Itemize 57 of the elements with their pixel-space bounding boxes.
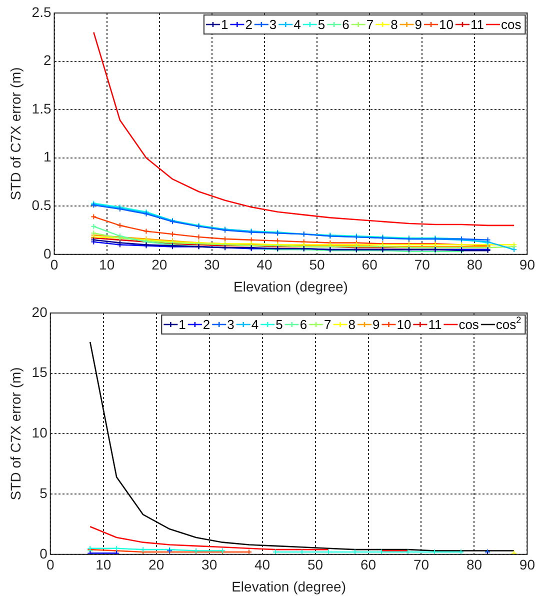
y-tick-label: 1 <box>43 148 52 165</box>
x-tick-label: 20 <box>152 256 168 273</box>
x-tick-label: 30 <box>204 256 220 273</box>
x-tick-label: 10 <box>99 256 115 273</box>
x-tick-label: 50 <box>309 256 326 273</box>
legend-label: 1 <box>178 317 186 332</box>
y-tick-label: 20 <box>32 304 48 320</box>
x-axis-title: Elevation (degree) <box>234 278 348 294</box>
x-tick-label: 90 <box>519 256 536 273</box>
legend-label: 2 <box>245 17 252 32</box>
y-tick-label: 1.5 <box>32 100 52 116</box>
legend-label: 4 <box>294 17 301 32</box>
legend-label: 9 <box>372 317 380 332</box>
x-tick-label: 80 <box>466 256 483 273</box>
legend-label: 3 <box>227 317 234 332</box>
legend-label: 1 <box>220 17 228 32</box>
x-tick-label: 20 <box>148 556 164 573</box>
legend-label: 4 <box>251 317 259 332</box>
legend-label: 3 <box>269 17 277 32</box>
y-tick-label: 2.5 <box>32 4 52 20</box>
y-tick-label: 0.5 <box>32 196 52 213</box>
legend-label: 8 <box>390 17 398 32</box>
x-tick-label: 90 <box>519 556 536 573</box>
legend-label: 7 <box>366 17 374 32</box>
x-tick-label: 80 <box>466 556 482 573</box>
x-tick-label: 60 <box>362 256 378 273</box>
y-axis-title: STD of C7X error (m) <box>7 367 24 500</box>
legend-label: 11 <box>470 17 484 32</box>
legend-label: 5 <box>318 17 326 32</box>
legend-label: 10 <box>396 317 412 332</box>
y-tick-label: 5 <box>40 484 48 501</box>
legend-label: 11 <box>428 317 442 332</box>
x-tick-label: 30 <box>202 556 218 573</box>
legend-label: 6 <box>300 317 308 332</box>
x-tick-label: 10 <box>96 556 112 573</box>
y-tick-label: 2 <box>43 52 52 68</box>
x-tick-label: 70 <box>414 256 430 273</box>
y-tick-label: 0 <box>43 245 52 262</box>
x-tick-label: 50 <box>307 556 324 573</box>
legend-label: 6 <box>342 17 350 32</box>
legend-label: 7 <box>324 317 332 332</box>
legend-label: 2 <box>202 317 210 332</box>
x-axis-title: Elevation (degree) <box>232 578 346 594</box>
y-tick-label: 10 <box>32 424 48 441</box>
legend-label: 8 <box>348 317 356 332</box>
x-tick-label: 40 <box>256 256 272 273</box>
y-tick-label: 0 <box>40 545 48 562</box>
y-axis-title: STD of C7X error (m) <box>7 67 24 200</box>
x-tick-label: 40 <box>254 556 270 573</box>
legend-label: cos <box>458 317 480 332</box>
legend-label: 10 <box>439 17 454 32</box>
y-tick-label: 15 <box>32 364 48 380</box>
x-tick-label: 70 <box>413 556 430 573</box>
x-tick-label: 60 <box>360 556 376 573</box>
legend-label: 9 <box>414 17 422 32</box>
legend-label: 5 <box>276 317 283 332</box>
legend-label: cos <box>500 17 522 32</box>
